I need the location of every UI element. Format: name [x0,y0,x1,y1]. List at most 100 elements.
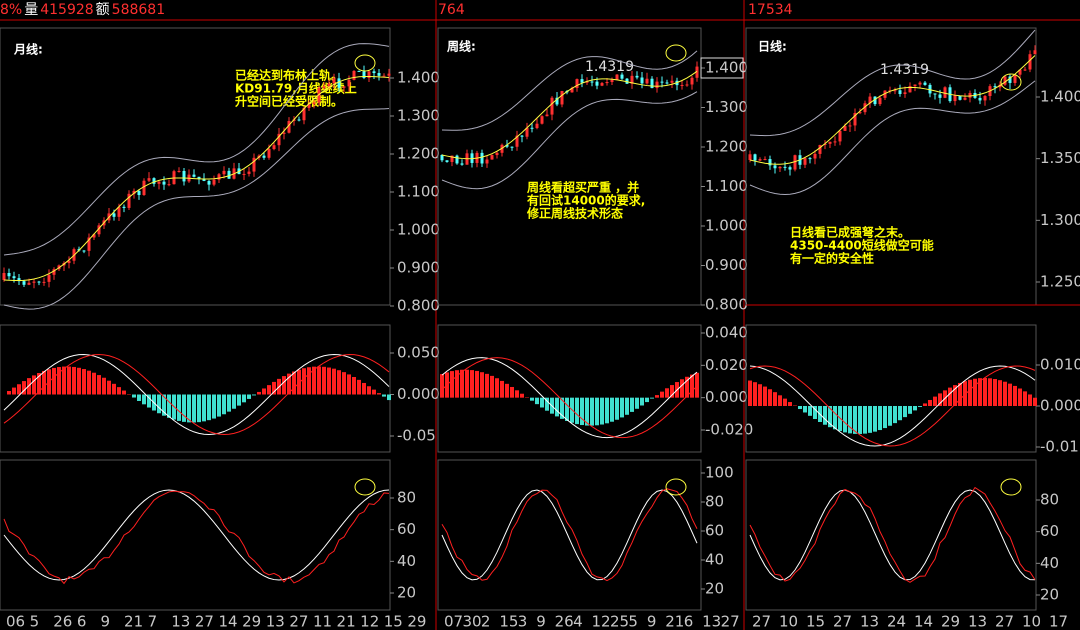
macd-bar [963,381,967,406]
macd-bar [783,398,787,406]
annotation: 周线看超买严重 ，并 [527,180,639,195]
candle [307,103,311,108]
candle [122,206,126,208]
highlight-circle [665,44,687,62]
candle [207,180,211,185]
macd-bar [367,386,371,395]
macd-bar [1013,385,1017,406]
date-label: 14 [914,613,933,630]
middle-band [441,70,698,160]
macd-bar [177,394,181,421]
candle [217,174,221,180]
date-label: 5 [628,613,638,630]
macd-bar [287,373,291,395]
macd-bar [640,397,644,406]
y-tick-label: -0.05 [397,427,436,445]
y-tick-label: 60 [705,522,724,540]
macd-bar [82,369,86,395]
candle [645,78,649,84]
candle [803,158,807,165]
date-label: 10 [779,613,798,630]
macd-bar [968,379,972,406]
candle [580,79,584,83]
candle [37,281,41,283]
candle [352,70,356,80]
candle [848,125,852,127]
macd-bar [590,397,594,426]
macd-bar [162,394,166,416]
annotation: 修正周线技术形态 [526,206,623,221]
macd-bar [813,406,817,420]
highlight-circle [354,54,376,72]
macd-bar [362,382,366,395]
macd-bar [12,387,16,395]
candle [590,81,594,83]
candle [362,71,366,78]
header-value: 额 [96,2,110,18]
macd-bar [828,406,832,428]
candle [540,116,544,124]
macd-bar [372,389,376,395]
macd-bar [112,383,116,395]
k-line [749,489,1036,581]
macd-bar [107,380,111,395]
y-tick-label: 40 [705,551,724,569]
candle [162,181,166,185]
y-tick-label: 80 [1040,491,1059,509]
candle [27,282,31,285]
y-tick-label: 1.300 [1040,211,1080,229]
date-label: 27 [721,613,740,630]
macd-bar [142,394,146,405]
candle [943,87,947,98]
macd-bar [998,380,1002,406]
y-tick-label: -0.01 [1040,438,1079,456]
candle [485,159,489,164]
macd-bar [680,379,684,398]
macd-bar [207,394,211,421]
macd-bar [232,394,236,409]
macd-bar [307,367,311,395]
candle [923,82,927,85]
macd-bar [57,367,61,395]
candle [445,160,449,162]
candle [327,83,331,87]
candle [893,90,897,92]
date-label: 07 [444,613,463,630]
macd-bar [903,406,907,418]
macd-bar [695,372,699,398]
y-tick-label: 60 [397,520,416,538]
macd-bar [833,406,837,430]
macd-bar [342,372,346,395]
date-label: 10 [1022,613,1041,630]
candle [913,84,917,87]
macd-bar [327,367,331,395]
highlight-circle [665,478,687,496]
macd-line [441,357,698,439]
candle [843,126,847,131]
signal-line [441,357,698,439]
candle [312,102,316,104]
candle [460,163,464,165]
date-label: 29 [407,613,426,630]
macd-bar [808,406,812,416]
macd-bar [357,379,361,395]
macd-bar [510,386,514,398]
candle [1008,76,1012,83]
candle [152,178,156,184]
candle [555,97,559,105]
macd-bar [580,397,584,426]
y-tick-label: 1.300 [397,107,440,125]
macd-bar [167,394,171,418]
y-tick-label: 20 [705,580,724,598]
date-label: 12 [592,613,611,630]
header-value: 764 [438,2,465,18]
candle [655,81,659,89]
price-box [700,57,744,79]
candle [753,154,757,161]
candle [640,77,644,84]
macd-bar [933,396,937,406]
candle [12,276,16,279]
macd-bar [555,397,559,417]
macd-bar [500,380,504,398]
macd-bar [332,368,336,395]
